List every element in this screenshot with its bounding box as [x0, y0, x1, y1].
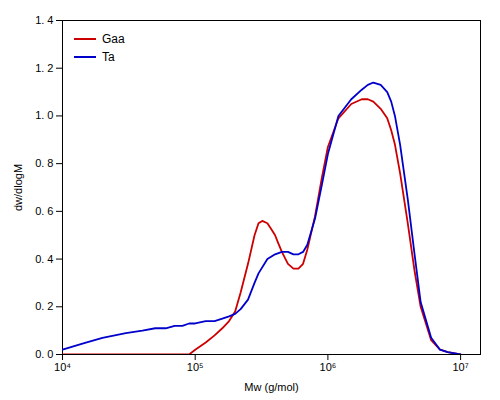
svg-text:10⁶: 10⁶	[320, 361, 337, 373]
svg-text:dw/dlogM: dw/dlogM	[12, 164, 24, 211]
svg-text:1. 0: 1. 0	[35, 109, 53, 121]
svg-text:0. 2: 0. 2	[35, 300, 53, 312]
svg-text:10⁵: 10⁵	[187, 361, 204, 373]
html-text:Ta: Ta	[102, 50, 115, 64]
svg-text:Mw (g/mol): Mw (g/mol)	[244, 381, 298, 393]
svg-text:1. 2: 1. 2	[35, 62, 53, 74]
svg-text:0. 8: 0. 8	[35, 157, 53, 169]
svg-text:0. 4: 0. 4	[35, 253, 53, 265]
svg-text:10⁴: 10⁴	[54, 361, 71, 373]
svg-text:0. 0: 0. 0	[35, 348, 53, 360]
svg-text:0. 6: 0. 6	[35, 205, 53, 217]
html-text:Gaa: Gaa	[102, 32, 125, 46]
svg-text:1. 4: 1. 4	[35, 14, 53, 26]
svg-text:10⁷: 10⁷	[452, 361, 468, 373]
